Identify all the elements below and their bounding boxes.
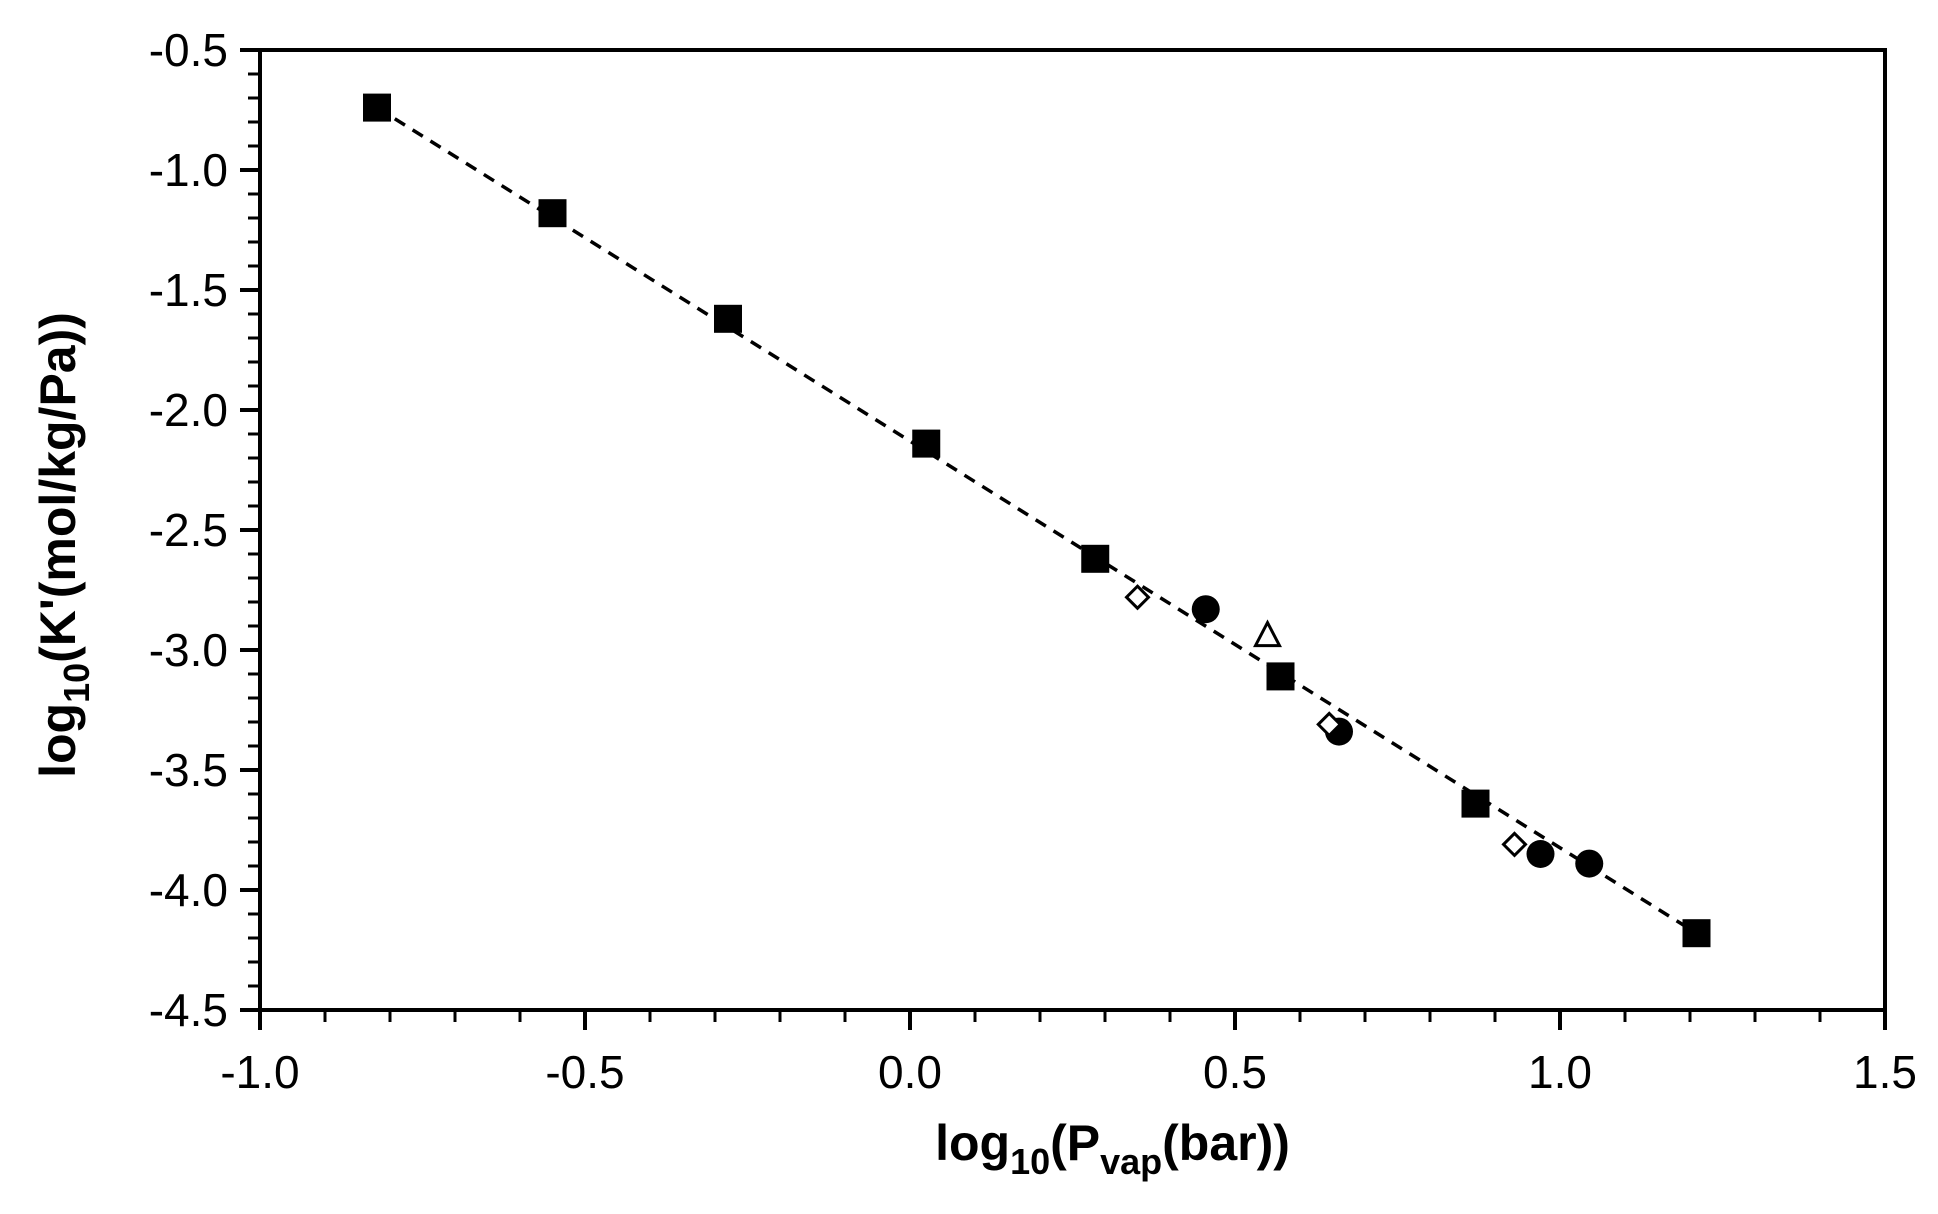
x-tick-label: -0.5: [545, 1046, 624, 1098]
x-tick-label: 0.0: [878, 1046, 942, 1098]
circle-point: [1575, 849, 1604, 878]
y-tick-labels: -0.5 -1.0 -1.5 -2.0 -2.5 -3.0 -3.5 -4.0 -4.5: [149, 24, 228, 1036]
trendline: [376, 106, 1698, 935]
y-tick-label: -1.5: [149, 264, 228, 316]
square-point: [363, 93, 391, 122]
circle-point: [1191, 595, 1220, 624]
major-ticks: [240, 48, 1887, 1030]
trendline-group: [376, 106, 1698, 935]
y-tick-label: -3.5: [149, 744, 228, 796]
square-point: [538, 199, 567, 228]
data-points: [363, 93, 1711, 948]
diamond-point: [1124, 584, 1151, 611]
x-tick-labels: -1.0 -0.5 0.0 0.5 1.0 1.5: [220, 1046, 1917, 1098]
y-tick-label: -3.0: [149, 624, 228, 676]
y-tick-label: -2.0: [149, 384, 228, 436]
circle-point: [1526, 840, 1555, 868]
square-point: [714, 304, 742, 333]
y-tick-label: -0.5: [149, 24, 228, 76]
x-tick-label: 1.0: [1528, 1046, 1592, 1098]
y-tick-label: -4.5: [149, 984, 228, 1036]
x-axis-title: log10(Pvap(bar)): [935, 1115, 1290, 1182]
x-tick-label: 1.5: [1853, 1046, 1917, 1098]
square-point: [1682, 919, 1711, 948]
minor-ticks: [248, 48, 1887, 1022]
square-point: [912, 429, 941, 458]
square-point: [1266, 662, 1295, 691]
square-point: [1461, 789, 1490, 818]
y-tick-label: -1.0: [149, 144, 228, 196]
diamond-point: [1316, 711, 1343, 738]
y-tick-label: -4.0: [149, 864, 228, 916]
x-tick-label: -1.0: [220, 1046, 299, 1098]
plot-frame: [258, 48, 1887, 1012]
triangle-point: [1253, 619, 1282, 648]
diamond-point: [1501, 831, 1528, 858]
square-point: [1081, 544, 1110, 573]
y-tick-label: -2.5: [149, 504, 228, 556]
x-tick-label: 0.5: [1203, 1046, 1267, 1098]
y-axis-title: log10(K'(mol/kg/Pa)): [30, 312, 97, 778]
